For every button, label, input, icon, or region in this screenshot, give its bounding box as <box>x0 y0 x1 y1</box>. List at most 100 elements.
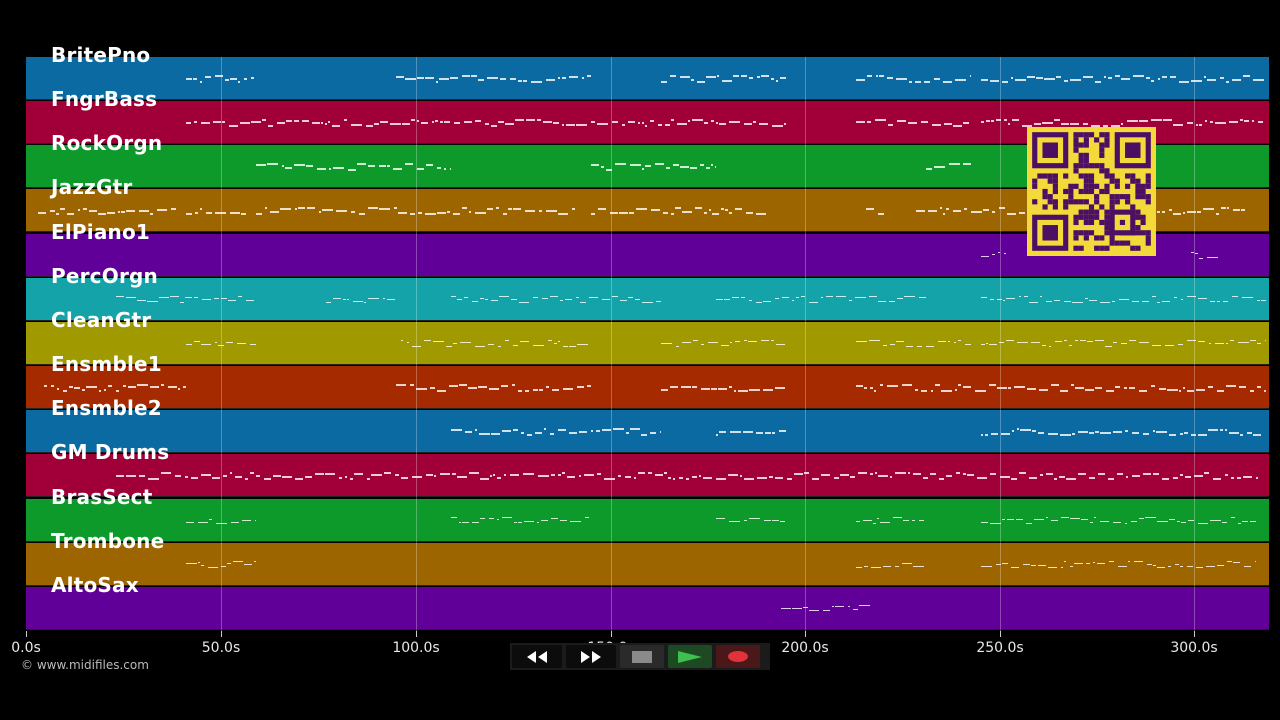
midi-note <box>550 295 558 298</box>
midi-note <box>63 390 67 393</box>
midi-note <box>139 475 145 477</box>
midi-note <box>880 384 883 387</box>
midi-note <box>565 298 572 301</box>
midi-note <box>908 472 910 474</box>
midi-note <box>1191 434 1196 437</box>
midi-note <box>498 121 504 123</box>
stop-button[interactable] <box>620 645 664 668</box>
midi-note <box>1196 124 1198 126</box>
midi-note <box>1167 389 1178 392</box>
midi-note <box>1089 477 1095 479</box>
midi-note <box>775 297 779 300</box>
midi-note <box>874 390 876 393</box>
midi-note <box>716 517 725 519</box>
midi-note <box>398 212 407 214</box>
midi-note <box>50 210 55 212</box>
midi-note <box>572 208 575 210</box>
midi-note <box>513 208 521 210</box>
play-icon <box>678 650 702 663</box>
midi-note <box>812 478 819 480</box>
midi-note <box>1016 518 1023 520</box>
midi-note <box>1017 428 1019 431</box>
midi-note <box>719 123 726 125</box>
midi-note <box>350 478 353 480</box>
midi-note <box>1231 516 1235 518</box>
midi-note <box>1250 520 1256 522</box>
midi-note <box>558 474 561 476</box>
midi-note <box>1100 432 1111 435</box>
midi-note <box>1198 522 1208 524</box>
midi-note <box>521 432 524 435</box>
midi-note <box>242 519 251 521</box>
midi-note <box>938 340 946 343</box>
midi-note <box>1075 339 1078 342</box>
midi-note <box>1049 345 1051 348</box>
midi-note <box>139 210 149 212</box>
axis-tick <box>221 631 222 637</box>
midi-note <box>1019 472 1026 474</box>
axis-tick <box>1194 631 1195 637</box>
midi-note <box>895 565 899 568</box>
midi-note <box>1191 80 1202 82</box>
midi-note <box>491 299 498 302</box>
midi-note <box>682 211 692 213</box>
midi-note <box>566 124 575 126</box>
record-button[interactable] <box>716 645 760 668</box>
midi-note <box>223 475 227 477</box>
midi-note <box>761 75 769 77</box>
midi-note <box>250 472 254 474</box>
midi-note <box>1233 209 1240 211</box>
midi-note <box>351 124 362 126</box>
midi-note <box>896 340 904 343</box>
midi-note <box>1006 339 1014 342</box>
midi-note <box>908 122 917 124</box>
midi-note <box>870 387 873 390</box>
midi-note <box>787 478 792 480</box>
midi-note <box>981 521 988 523</box>
midi-note <box>501 385 508 388</box>
midi-note <box>1232 295 1238 298</box>
midi-note <box>1064 560 1066 563</box>
midi-note <box>724 298 730 301</box>
midi-note <box>480 478 489 480</box>
midi-note <box>312 122 320 124</box>
midi-note <box>421 122 428 124</box>
midi-note <box>1001 433 1010 436</box>
midi-note <box>1128 560 1130 563</box>
midi-note <box>215 75 223 77</box>
midi-note <box>209 518 212 520</box>
rewind-button[interactable] <box>512 645 562 668</box>
midi-note <box>913 565 924 568</box>
midi-note <box>1108 77 1112 79</box>
fast-forward-button[interactable] <box>566 645 616 668</box>
midi-note <box>620 299 627 302</box>
midi-note <box>630 164 641 166</box>
midi-note <box>569 76 578 78</box>
midi-note <box>444 168 446 170</box>
midi-note <box>1078 431 1088 434</box>
transport-controls <box>510 643 770 670</box>
midi-note <box>896 78 907 80</box>
midi-note <box>514 521 517 523</box>
midi-note <box>426 164 433 166</box>
play-button[interactable] <box>668 645 712 668</box>
midi-note <box>1127 120 1138 122</box>
midi-note <box>1207 79 1216 81</box>
midi-note <box>357 163 366 165</box>
midi-note <box>622 124 625 126</box>
midi-note <box>229 125 238 127</box>
midi-note <box>878 213 884 215</box>
midi-note <box>981 296 987 299</box>
midi-note <box>436 81 438 83</box>
midi-note <box>909 81 912 83</box>
midi-note <box>997 387 1007 390</box>
midi-note <box>294 164 305 166</box>
midi-note <box>1129 387 1135 390</box>
midi-note <box>1197 211 1201 213</box>
midi-note <box>796 296 799 299</box>
midi-note <box>1055 340 1062 343</box>
midi-note <box>1217 564 1224 567</box>
midi-note <box>589 296 598 299</box>
midi-note <box>893 516 902 518</box>
midi-note <box>551 474 555 476</box>
